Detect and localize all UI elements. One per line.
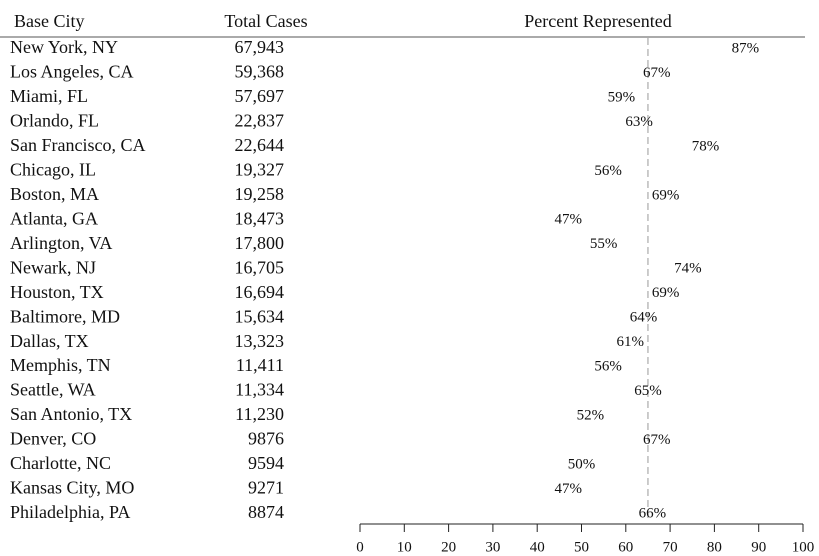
city: Boston, MA	[10, 184, 99, 204]
percent-label: 55%	[590, 236, 618, 252]
city: San Francisco, CA	[10, 135, 145, 155]
cases: 17,800	[235, 233, 285, 253]
x-tick-label: 100	[792, 539, 815, 555]
x-tick-label: 0	[356, 539, 364, 555]
cases: 18,473	[235, 208, 285, 228]
percent-label: 69%	[652, 187, 680, 203]
cases: 9594	[248, 453, 284, 473]
x-tick-label: 90	[751, 539, 766, 555]
cases: 19,258	[235, 184, 285, 204]
cases: 9876	[248, 429, 284, 449]
percent-label: 67%	[643, 65, 671, 81]
percent-label: 52%	[577, 407, 605, 423]
cases: 13,323	[235, 331, 285, 351]
cases: 11,230	[235, 404, 284, 424]
cases: 57,697	[235, 86, 285, 106]
city: Houston, TX	[10, 282, 104, 302]
column-header: Total Cases	[224, 11, 307, 31]
city: New York, NY	[10, 37, 118, 57]
city: Seattle, WA	[10, 380, 96, 400]
percent-label: 59%	[608, 89, 636, 105]
percent-label: 65%	[634, 383, 662, 399]
city: Orlando, FL	[10, 111, 99, 131]
percent-label: 87%	[732, 40, 760, 56]
city: Baltimore, MD	[10, 306, 120, 326]
x-tick-label: 30	[485, 539, 500, 555]
city: Charlotte, NC	[10, 453, 111, 473]
cases: 16,694	[235, 282, 285, 302]
x-tick-label: 80	[707, 539, 722, 555]
percent-label: 47%	[554, 481, 582, 497]
x-tick-label: 20	[441, 539, 456, 555]
city: Dallas, TX	[10, 331, 89, 351]
city: Philadelphia, PA	[10, 502, 130, 522]
percent-label: 66%	[639, 505, 667, 521]
cases: 22,644	[235, 135, 285, 155]
percent-label: 67%	[643, 432, 671, 448]
cases: 16,705	[235, 257, 285, 277]
percent-label: 78%	[692, 138, 720, 154]
x-tick-label: 50	[574, 539, 589, 555]
cases: 11,334	[235, 380, 284, 400]
city: Chicago, IL	[10, 159, 96, 179]
city: Newark, NJ	[10, 257, 96, 277]
cases: 15,634	[235, 306, 285, 326]
x-tick-label: 40	[530, 539, 545, 555]
cases: 19,327	[235, 159, 285, 179]
cases: 67,943	[235, 37, 285, 57]
city: Arlington, VA	[10, 233, 112, 253]
column-header: Base City	[14, 11, 85, 31]
city: Miami, FL	[10, 86, 88, 106]
city: Los Angeles, CA	[10, 62, 134, 82]
column-header: Percent Represented	[524, 11, 671, 31]
percent-label: 64%	[630, 310, 658, 326]
city: Atlanta, GA	[10, 208, 98, 228]
percent-label: 56%	[594, 163, 622, 179]
x-tick-label: 10	[397, 539, 412, 555]
cases: 59,368	[235, 62, 285, 82]
cases: 9271	[248, 478, 284, 498]
cases: 22,837	[235, 111, 285, 131]
city: Memphis, TN	[10, 355, 111, 375]
percent-label: 74%	[674, 261, 702, 277]
city: Kansas City, MO	[10, 478, 134, 498]
cases: 11,411	[236, 355, 284, 375]
percent-label: 50%	[568, 456, 596, 472]
percent-label: 47%	[554, 212, 582, 228]
cases: 8874	[248, 502, 284, 522]
percent-label: 69%	[652, 285, 680, 301]
percent-label: 56%	[594, 359, 622, 375]
percent-label: 61%	[616, 334, 644, 350]
percent-label: 63%	[625, 114, 653, 130]
city: Denver, CO	[10, 429, 96, 449]
x-tick-label: 60	[618, 539, 633, 555]
city: San Antonio, TX	[10, 404, 132, 424]
x-tick-label: 70	[663, 539, 678, 555]
